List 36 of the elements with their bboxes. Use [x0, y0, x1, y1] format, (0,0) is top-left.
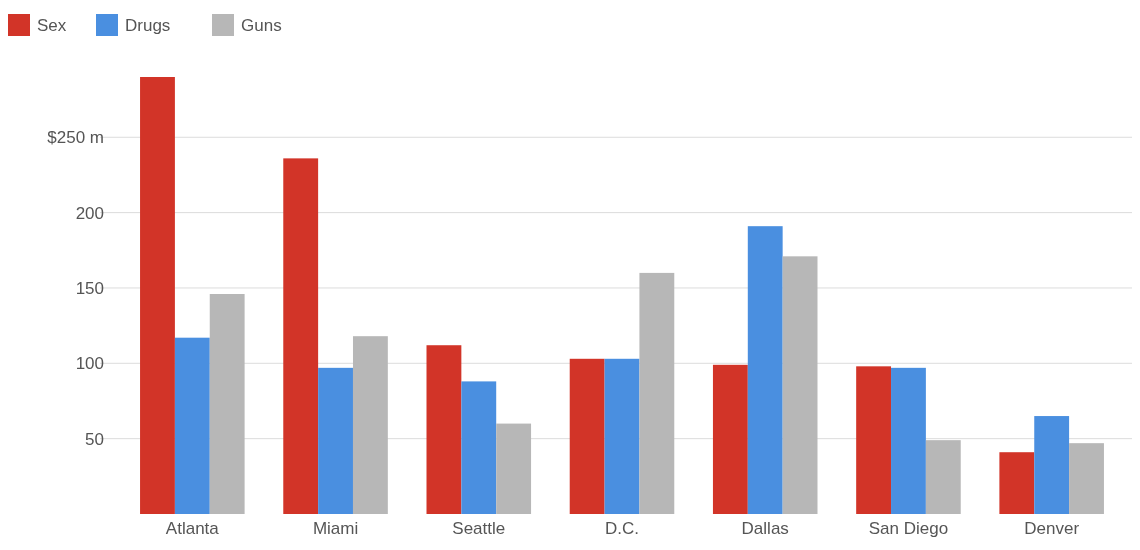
bar	[569, 358, 605, 514]
y-tick-label: 50	[85, 429, 104, 449]
bar	[209, 293, 245, 514]
x-tick-label: D.C.	[605, 519, 639, 538]
x-tick-label: Atlanta	[165, 519, 220, 538]
bar	[639, 272, 675, 514]
bar	[712, 364, 748, 514]
bar	[461, 381, 497, 514]
y-tick-label: 150	[75, 278, 104, 298]
bar	[782, 256, 818, 514]
y-tick-label: 100	[75, 354, 104, 374]
x-tick-label: Dallas	[741, 519, 789, 538]
x-tick-label: San Diego	[868, 519, 949, 538]
bar	[891, 367, 926, 514]
bar	[496, 423, 532, 514]
legend-label: Drugs	[125, 16, 171, 35]
bar	[426, 345, 462, 514]
bar	[1034, 416, 1070, 514]
bar	[1069, 443, 1104, 514]
bar	[856, 366, 892, 514]
bar	[174, 337, 210, 514]
x-tick-label: Denver	[1024, 519, 1080, 538]
x-tick-label: Seattle	[452, 519, 506, 538]
bar	[318, 367, 353, 514]
bar	[999, 452, 1035, 514]
legend-label: Guns	[241, 16, 282, 35]
legend-label: Sex	[37, 16, 67, 35]
x-tick-label: Miami	[312, 519, 359, 538]
y-tick-label: $250 m	[47, 128, 104, 148]
bar	[283, 158, 319, 514]
y-tick-label: 200	[75, 203, 104, 223]
bar	[352, 336, 388, 514]
bar	[925, 440, 961, 514]
bar	[604, 358, 640, 514]
bar	[140, 77, 175, 514]
bar	[747, 226, 783, 514]
